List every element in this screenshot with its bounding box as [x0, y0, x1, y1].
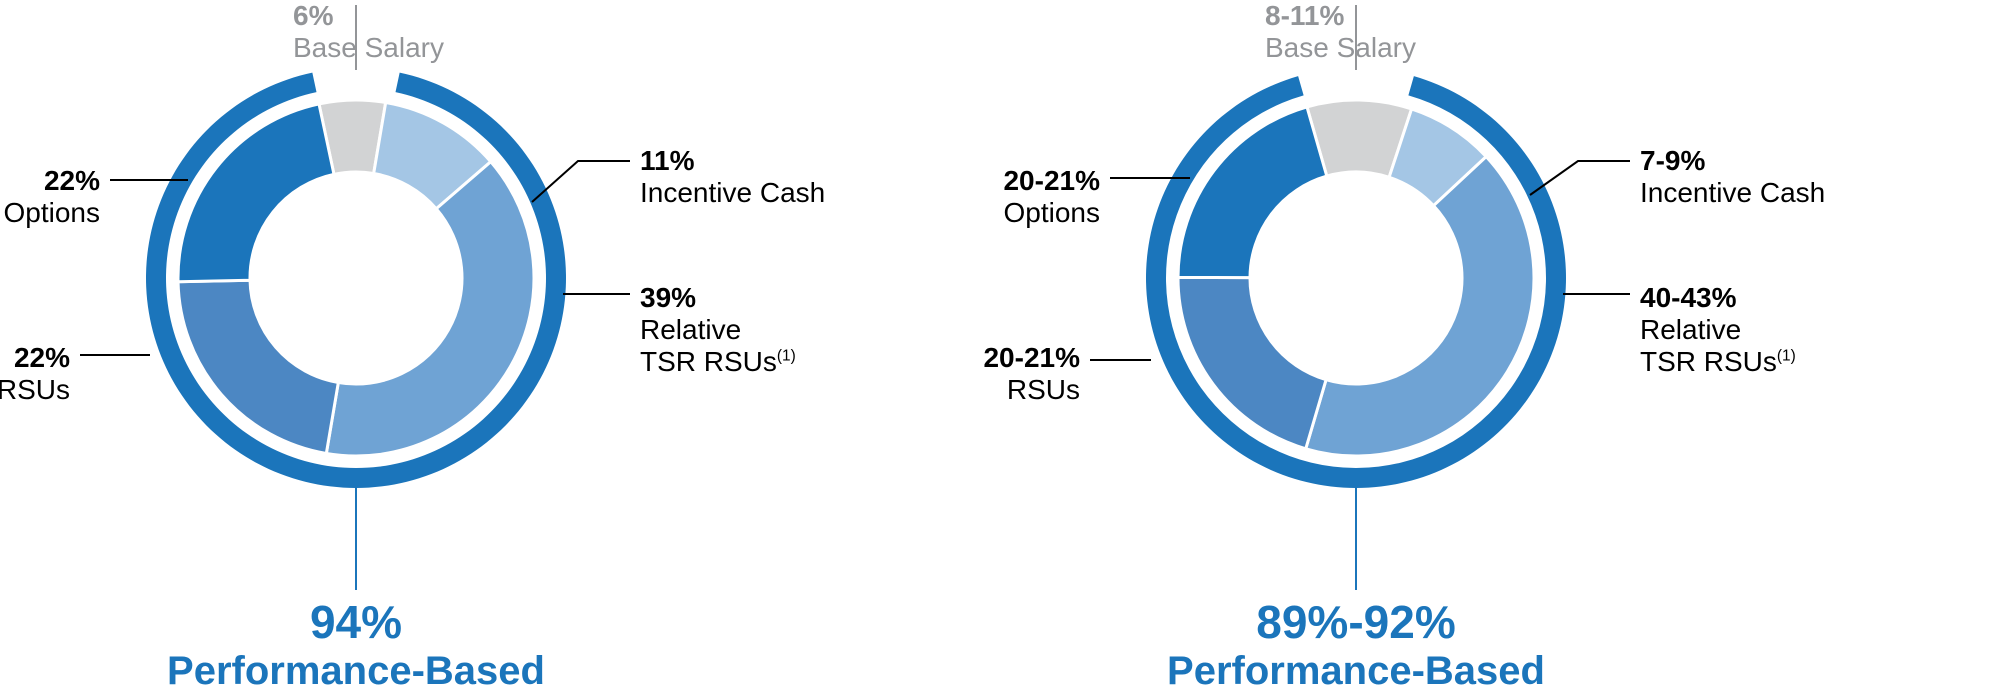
- label-tsr_rsus-name: RelativeTSR RSUs(1): [1640, 314, 1796, 378]
- label-incentive_cash-pct: 7-9%: [1640, 145, 1825, 177]
- compensation-donut-pair: 6%Base Salary11%Incentive Cash39%Relativ…: [0, 0, 2000, 695]
- label-tsr_rsus: 40-43%RelativeTSR RSUs(1): [1640, 282, 1796, 379]
- performance-label: Performance-Based: [1056, 649, 1656, 694]
- label-rsus-name: RSUs: [0, 374, 70, 406]
- donut-svg: [1000, 0, 2000, 695]
- label-tsr_rsus: 39%RelativeTSR RSUs(1): [640, 282, 796, 379]
- chart-right: 8-11%Base Salary 7-9%Incentive Cash 40-43%…: [1000, 0, 2000, 695]
- label-base_salary-pct: 8-11%: [1265, 0, 1416, 32]
- performance-summary: 89%-92%Performance-Based: [1056, 595, 1656, 694]
- label-base_salary: 6%Base Salary: [293, 0, 444, 64]
- label-incentive_cash: 11%Incentive Cash: [640, 145, 825, 209]
- label-incentive_cash-pct: 11%: [640, 145, 825, 177]
- label-tsr_rsus-name: RelativeTSR RSUs(1): [640, 314, 796, 378]
- label-rsus-pct: 22%: [0, 342, 70, 374]
- performance-summary: 94%Performance-Based: [56, 595, 656, 694]
- slice-rsus: [178, 280, 338, 453]
- performance-label: Performance-Based: [56, 649, 656, 694]
- label-incentive_cash-name: Incentive Cash: [1640, 177, 1825, 209]
- label-tsr_rsus-pct: 40-43%: [1640, 282, 1796, 314]
- label-base_salary: 8-11%Base Salary: [1265, 0, 1416, 64]
- label-options-pct: 22%: [0, 165, 100, 197]
- label-incentive_cash: 7-9%Incentive Cash: [1640, 145, 1825, 209]
- label-incentive_cash-name: Incentive Cash: [640, 177, 825, 209]
- label-rsus: 20-21%RSUs: [950, 342, 1080, 406]
- donut-svg: [0, 0, 1000, 695]
- performance-pct: 89%-92%: [1056, 595, 1656, 649]
- label-rsus: 22%RSUs: [0, 342, 70, 406]
- label-rsus-name: RSUs: [950, 374, 1080, 406]
- label-tsr_rsus-pct: 39%: [640, 282, 796, 314]
- label-base_salary-name: Base Salary: [1265, 32, 1416, 64]
- label-options-name: Options: [0, 197, 100, 229]
- label-rsus-pct: 20-21%: [950, 342, 1080, 374]
- label-options-pct: 20-21%: [950, 165, 1100, 197]
- slice-options: [1178, 107, 1327, 278]
- label-base_salary-pct: 6%: [293, 0, 444, 32]
- label-options: 22%Options: [0, 165, 100, 229]
- label-options-name: Options: [950, 197, 1100, 229]
- label-options: 20-21%Options: [950, 165, 1100, 229]
- slice-rsus: [1178, 277, 1326, 448]
- performance-pct: 94%: [56, 595, 656, 649]
- label-base_salary-name: Base Salary: [293, 32, 444, 64]
- chart-left: 6%Base Salary 11%Incentive Cash 39%Relativ…: [0, 0, 1000, 695]
- slice-options: [178, 104, 334, 282]
